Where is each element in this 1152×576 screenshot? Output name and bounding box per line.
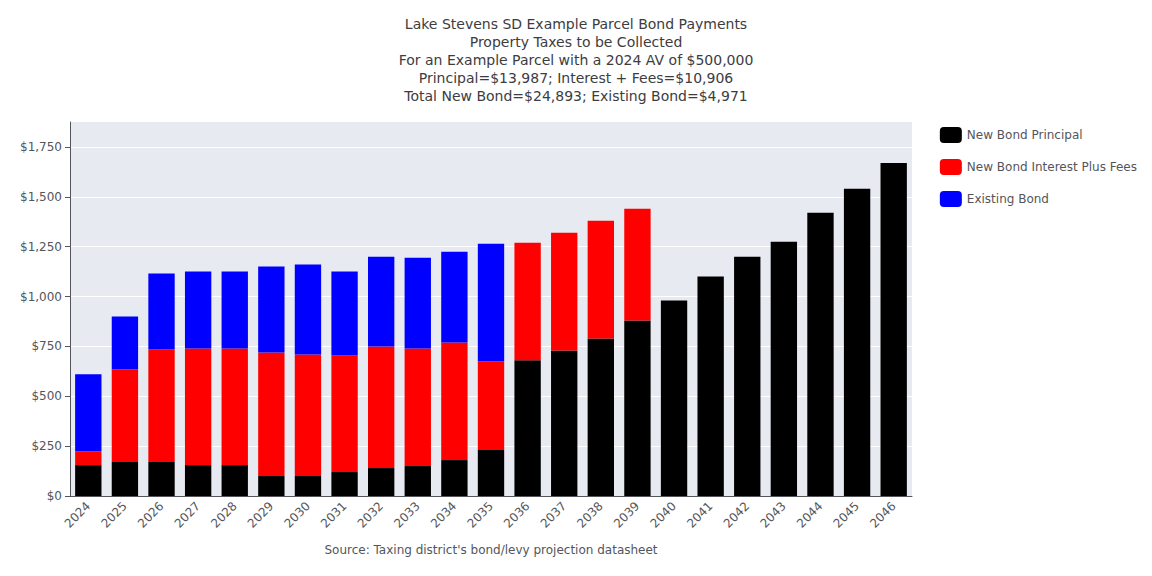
svg-text:For an Example Parcel with a 2: For an Example Parcel with a 2024 AV of … xyxy=(399,52,754,68)
svg-text:$1,250: $1,250 xyxy=(20,240,62,254)
svg-text:Property Taxes to be Collected: Property Taxes to be Collected xyxy=(470,34,683,50)
svg-text:2032: 2032 xyxy=(355,499,386,530)
svg-text:$250: $250 xyxy=(31,439,62,453)
svg-text:2034: 2034 xyxy=(428,499,459,530)
svg-text:2025: 2025 xyxy=(98,499,129,530)
svg-text:2036: 2036 xyxy=(501,499,532,530)
svg-text:2026: 2026 xyxy=(135,499,166,530)
svg-text:2031: 2031 xyxy=(318,499,349,530)
svg-text:2030: 2030 xyxy=(281,499,312,530)
svg-text:Existing Bond: Existing Bond xyxy=(967,192,1049,206)
svg-text:2046: 2046 xyxy=(867,499,898,530)
svg-text:Total New Bond=$24,893; Existi: Total New Bond=$24,893; Existing Bond=$4… xyxy=(403,88,747,104)
svg-text:2042: 2042 xyxy=(721,499,752,530)
svg-text:2024: 2024 xyxy=(62,499,93,530)
svg-text:$1,000: $1,000 xyxy=(20,290,62,304)
svg-text:2044: 2044 xyxy=(794,499,825,530)
svg-text:$1,500: $1,500 xyxy=(20,190,62,204)
svg-text:Lake Stevens SD Example Parcel: Lake Stevens SD Example Parcel Bond Paym… xyxy=(405,16,747,32)
svg-text:2035: 2035 xyxy=(464,499,495,530)
svg-text:$0: $0 xyxy=(47,489,62,503)
svg-text:2037: 2037 xyxy=(538,499,569,530)
svg-text:$500: $500 xyxy=(31,389,62,403)
svg-text:2041: 2041 xyxy=(684,499,715,530)
svg-text:2043: 2043 xyxy=(757,499,788,530)
svg-text:2040: 2040 xyxy=(648,499,679,530)
svg-text:$750: $750 xyxy=(31,339,62,353)
svg-text:Source: Taxing district's bond: Source: Taxing district's bond/levy proj… xyxy=(324,543,657,557)
svg-text:2028: 2028 xyxy=(208,499,239,530)
svg-text:$1,750: $1,750 xyxy=(20,140,62,154)
svg-text:2033: 2033 xyxy=(391,499,422,530)
svg-text:Principal=$13,987; Interest +: Principal=$13,987; Interest + Fees=$10,9… xyxy=(419,70,734,86)
svg-text:2039: 2039 xyxy=(611,499,642,530)
svg-text:2027: 2027 xyxy=(172,499,203,530)
svg-text:New Bond Interest Plus Fees: New Bond Interest Plus Fees xyxy=(967,160,1137,174)
svg-text:2029: 2029 xyxy=(245,499,276,530)
svg-text:2038: 2038 xyxy=(574,499,605,530)
svg-text:New Bond Principal: New Bond Principal xyxy=(967,128,1083,142)
svg-text:2045: 2045 xyxy=(831,499,862,530)
